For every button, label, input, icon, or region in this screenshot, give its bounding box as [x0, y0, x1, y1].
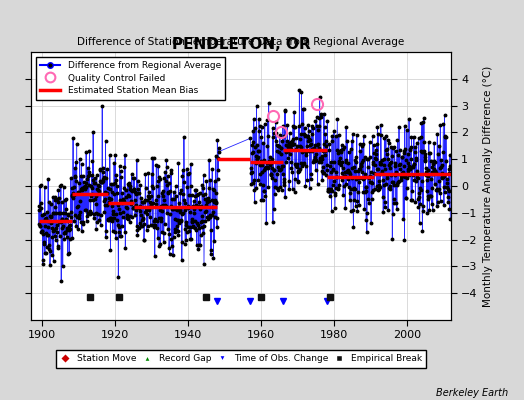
Y-axis label: Monthly Temperature Anomaly Difference (°C): Monthly Temperature Anomaly Difference (… — [483, 65, 493, 307]
Title: PENDLETON, OR: PENDLETON, OR — [172, 37, 310, 52]
Text: Berkeley Earth: Berkeley Earth — [436, 388, 508, 398]
Text: Difference of Station Temperature Data from Regional Average: Difference of Station Temperature Data f… — [78, 37, 405, 47]
Legend: Station Move, Record Gap, Time of Obs. Change, Empirical Break: Station Move, Record Gap, Time of Obs. C… — [56, 350, 427, 368]
